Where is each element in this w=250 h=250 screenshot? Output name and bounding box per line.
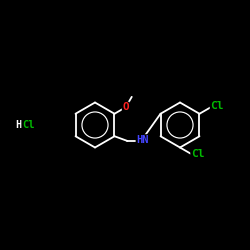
Text: O: O <box>122 102 129 112</box>
Text: Cl: Cl <box>191 149 204 159</box>
Text: Cl: Cl <box>22 120 34 130</box>
Text: Cl: Cl <box>210 101 224 111</box>
Text: H: H <box>15 120 21 130</box>
Text: HN: HN <box>136 135 149 145</box>
